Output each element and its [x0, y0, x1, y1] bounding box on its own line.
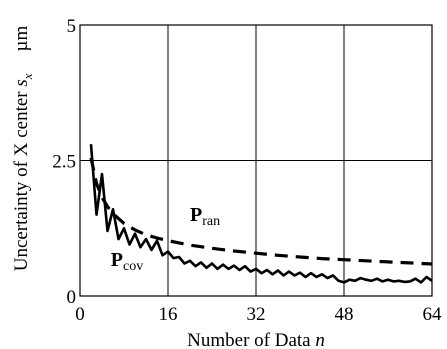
x-tick-label-2: 32 [247, 304, 266, 325]
y-tick-label-0: 0 [67, 287, 77, 308]
plot-frame [79, 24, 433, 297]
x-tick-label-3: 48 [335, 304, 354, 325]
series-label-ran: Pran [190, 204, 220, 229]
x-tick-label-0: 0 [75, 304, 85, 325]
series-line-ran [89, 157, 433, 266]
series-line-cov [89, 144, 433, 284]
x-axis-label: Number of Data n [187, 330, 325, 349]
y-axis-label: Uncertainty of X center sxµm [11, 26, 35, 272]
x-tick-label-4: 64 [423, 304, 443, 325]
y-tick-label-1: 2.5 [52, 152, 76, 173]
y-tick-label-2: 5 [67, 16, 77, 37]
x-tick-label-1: 16 [159, 304, 178, 325]
series-label-cov: Pcov [111, 249, 143, 274]
